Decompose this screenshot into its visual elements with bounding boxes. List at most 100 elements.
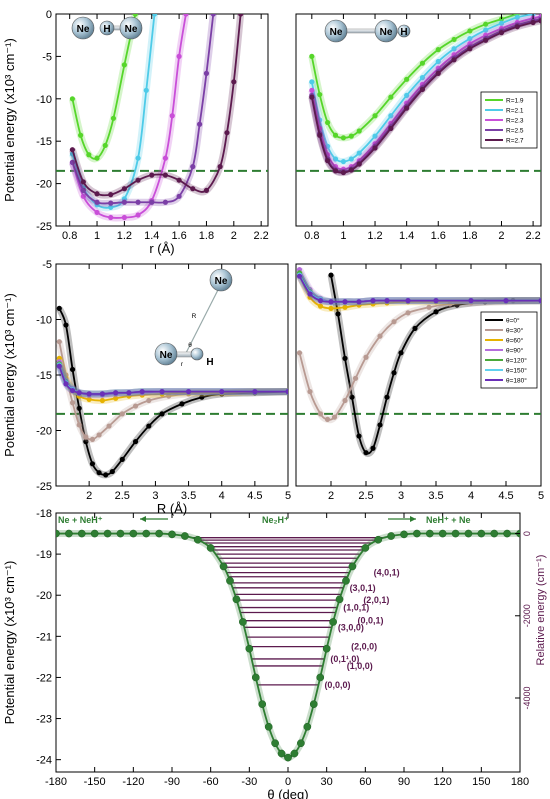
y-tick-label: -18 xyxy=(36,508,52,520)
data-point xyxy=(132,14,138,17)
data-point xyxy=(342,299,348,305)
panel-middle-right: 2 2.5 3 3.5 4 4.5 5 θ=0°θ=30°θ=60°θ=90°θ=120°θ… xyxy=(295,263,544,502)
data-point xyxy=(146,423,152,429)
x-tick-label: 4.5 xyxy=(247,490,262,502)
panel-top-left: 0.8 1 1.2 1.4 1.6 1.8 2 2.2 0 -5 -10 -15 -20 -25 r (… xyxy=(2,9,269,256)
data-point xyxy=(514,24,520,30)
arrow-left-head xyxy=(140,516,146,522)
series-group xyxy=(56,305,288,479)
x-tick-label: -90 xyxy=(164,776,180,788)
level-label: (2,0,0) xyxy=(351,642,377,652)
data-point xyxy=(342,397,348,404)
x-tick-label: 1.6 xyxy=(171,230,186,242)
plot-frame xyxy=(295,13,542,227)
data-point xyxy=(179,401,185,407)
data-point xyxy=(503,529,511,538)
y-tick-labels: 0 -5 -10 -15 -20 -25 xyxy=(36,9,61,233)
data-point xyxy=(231,79,237,85)
data-point xyxy=(447,301,453,307)
data-point xyxy=(538,298,541,304)
data-point xyxy=(159,389,165,395)
data-point xyxy=(193,535,202,544)
data-point xyxy=(332,132,339,138)
data-point xyxy=(404,76,410,82)
x-tick-label: 0.8 xyxy=(62,230,77,242)
data-point xyxy=(108,204,114,210)
data-point xyxy=(363,354,369,360)
series-group xyxy=(308,14,541,177)
y-tick-label: -10 xyxy=(36,94,52,106)
data-point xyxy=(370,298,376,304)
data-point xyxy=(76,390,82,396)
data-point xyxy=(335,311,341,317)
data-point xyxy=(203,187,210,193)
data-point xyxy=(80,187,86,193)
data-point xyxy=(419,75,426,81)
data-point xyxy=(121,199,127,205)
x-tick-label: 30 xyxy=(321,776,333,788)
x-tick-label: 1.2 xyxy=(367,230,382,242)
x-tick-label: 1 xyxy=(94,230,100,242)
data-point xyxy=(142,529,151,538)
data-point xyxy=(433,298,439,304)
x-tick-label: 2 xyxy=(328,490,334,502)
data-point xyxy=(162,172,169,178)
y2-tick-label: -4000 xyxy=(522,686,532,709)
data-point xyxy=(340,135,347,141)
atom-ne xyxy=(374,19,398,43)
data-point xyxy=(342,355,348,361)
data-point xyxy=(374,535,383,544)
data-point xyxy=(69,387,76,394)
x-tick-label: 5 xyxy=(538,490,544,502)
atom-label: Ne xyxy=(125,24,138,35)
x-tick-label: 1.6 xyxy=(431,230,446,242)
x-tick-labels: 2 2.5 3 3.5 4 4.5 5 xyxy=(86,264,291,502)
y-tick-label: -21 xyxy=(36,631,52,643)
data-point xyxy=(206,544,215,552)
data-point xyxy=(361,544,370,552)
data-point xyxy=(139,389,145,395)
x-tick-label: -120 xyxy=(122,776,144,788)
molecule-diagram-jacobi: Ne Ne H R θ r xyxy=(154,268,233,368)
level-label: (0,0,0) xyxy=(324,680,350,690)
data-point xyxy=(135,177,141,183)
data-point xyxy=(477,529,486,538)
data-point xyxy=(102,142,108,149)
x-tick-label: 1.8 xyxy=(462,230,477,242)
data-point xyxy=(331,414,338,420)
data-point xyxy=(159,411,165,417)
data-point xyxy=(132,439,139,445)
x-tick-label: 3 xyxy=(152,490,158,502)
jacobi-label-theta: θ xyxy=(188,342,192,349)
data-point xyxy=(94,209,100,216)
data-point xyxy=(433,309,439,315)
data-point xyxy=(332,156,339,162)
x-tick-label: 2.5 xyxy=(115,490,130,502)
series-glow xyxy=(69,14,245,199)
data-point xyxy=(96,470,102,476)
data-point xyxy=(56,363,62,369)
data-point xyxy=(400,530,408,539)
data-point xyxy=(63,322,69,328)
level-label: (1,0,0) xyxy=(347,661,373,671)
data-point xyxy=(335,595,344,604)
data-point xyxy=(77,529,86,538)
y-axis-label: Potential energy (x10³ cm⁻¹) xyxy=(2,561,17,725)
x-tick-label: 2 xyxy=(498,230,504,242)
data-point xyxy=(317,411,324,417)
plot-frame xyxy=(55,512,521,773)
y-tick-label: -20 xyxy=(36,179,52,191)
data-point xyxy=(435,58,441,65)
data-point xyxy=(356,128,362,134)
x-tick-label: 0.8 xyxy=(304,230,319,242)
data-point xyxy=(363,450,369,456)
x-tick-label: 2.2 xyxy=(525,230,540,242)
data-point xyxy=(356,161,362,167)
data-point xyxy=(412,325,418,331)
data-point xyxy=(76,422,82,428)
data-point xyxy=(226,576,234,585)
level-label: (4,0,1) xyxy=(374,568,400,578)
data-point xyxy=(86,396,92,403)
data-point xyxy=(370,445,376,451)
data-point xyxy=(99,391,105,397)
